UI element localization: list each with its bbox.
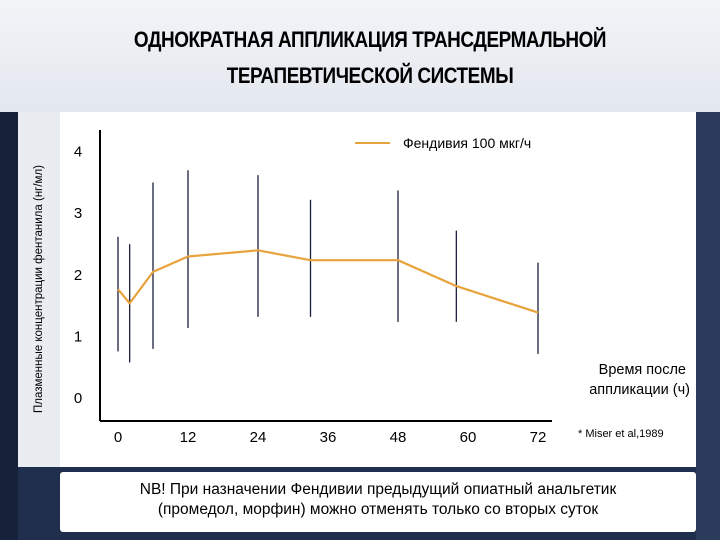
y-tick-label: 1: [74, 328, 82, 345]
legend: Фендивия 100 мкг/ч: [355, 135, 531, 151]
title-line-2: ТЕРАПЕВТИЧЕСКОЙ СИСТЕМЫ: [226, 63, 514, 88]
x-tick-label: 72: [530, 429, 547, 446]
title-line-1: ОДНОКРАТНАЯ АППЛИКАЦИЯ ТРАНСДЕРМАЛЬНОЙ: [133, 27, 607, 52]
note-line-1: NB! При назначении Фендивии предыдущий о…: [139, 481, 617, 498]
x-tick-label: 0: [114, 429, 122, 446]
x-axis-label-line-1: Время после: [599, 362, 686, 378]
error-bars: [117, 170, 539, 363]
x-ticks: 0 12 24 36 48 60 72: [114, 429, 547, 446]
x-tick-label: 36: [320, 429, 337, 446]
series-line: [117, 249, 539, 314]
x-tick-label: 60: [460, 429, 477, 446]
slide-title: ОДНОКРАТНАЯ АППЛИКАЦИЯ ТРАНСДЕРМАЛЬНОЙ Т…: [103, 22, 636, 94]
y-tick-label: 2: [74, 267, 82, 284]
y-tick-label: 0: [74, 390, 82, 407]
x-tick-label: 12: [180, 429, 197, 446]
x-axis-label-line-2: аппликации (ч): [589, 382, 690, 398]
citation: * Miser et al,1989: [578, 428, 664, 440]
y-ticks: 0 1 2 3 4: [74, 144, 82, 408]
axes: [99, 130, 552, 422]
nb-note: NB! При назначении Фендивии предыдущий о…: [60, 472, 696, 532]
slide-edge: [0, 0, 18, 540]
slide-right-strip: [696, 112, 720, 540]
y-label-strip: [18, 112, 60, 467]
x-tick-label: 24: [250, 429, 267, 446]
series-group: [117, 249, 539, 314]
note-line-2: (промедол, морфин) можно отменять только…: [157, 501, 599, 518]
x-tick-label: 48: [390, 429, 407, 446]
plot-panel: [60, 112, 696, 467]
y-tick-label: 4: [74, 144, 82, 161]
legend-label: Фендивия 100 мкг/ч: [403, 135, 531, 151]
y-tick-label: 3: [74, 205, 82, 222]
title-band: [0, 0, 720, 112]
